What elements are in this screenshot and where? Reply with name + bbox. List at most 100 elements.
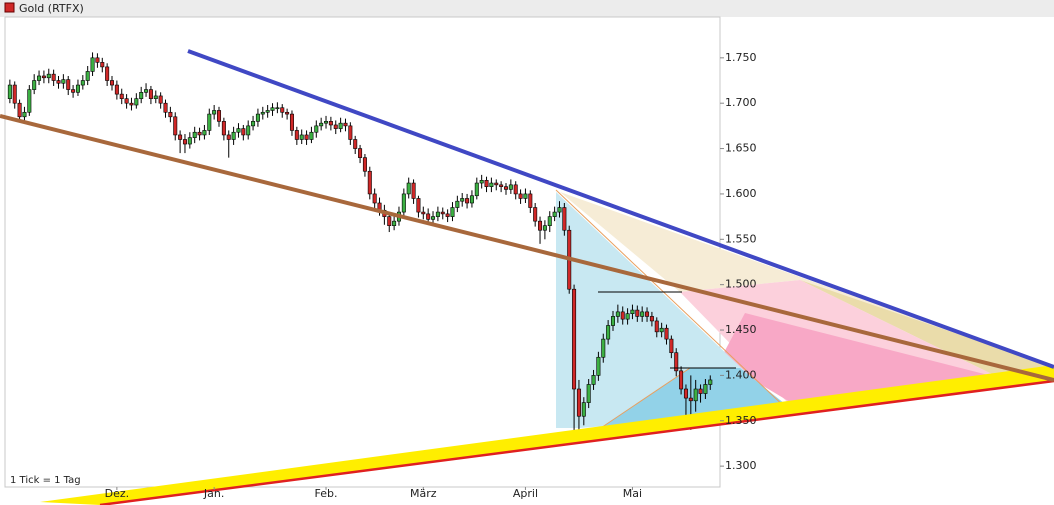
candle-body <box>358 148 363 158</box>
candle-body <box>649 316 654 322</box>
candle-body <box>139 92 144 99</box>
candle-body <box>635 309 640 317</box>
x-tick-label: Dez. <box>105 487 130 500</box>
candle-body <box>591 375 596 385</box>
candle-body <box>703 384 708 394</box>
candle-body <box>338 122 343 129</box>
candle-body <box>392 220 397 226</box>
candle-body <box>212 110 217 115</box>
candle-body <box>499 184 504 187</box>
candle-body <box>343 122 348 127</box>
candle-body <box>372 193 377 204</box>
y-tick-label: 1.650 <box>725 142 757 155</box>
candle-body <box>440 211 445 215</box>
candle-body <box>401 193 406 213</box>
trend-line-blue <box>187 49 1054 369</box>
candle-body <box>367 170 372 195</box>
candle-body <box>90 57 95 72</box>
axes: 1.300 1.350 1.400 1.450 1.500 1.550 1.600 1.650… <box>105 51 757 500</box>
candle-body <box>669 338 674 354</box>
tick-note: 1 Tick = 1 Tag <box>10 475 81 486</box>
candle-body <box>450 207 455 217</box>
candle-body <box>46 73 51 79</box>
drawings <box>0 49 1054 505</box>
candle-body <box>197 131 202 136</box>
candle-body <box>679 370 684 390</box>
candle-body <box>275 107 280 110</box>
candle-body <box>314 125 319 133</box>
candle-body <box>542 225 547 231</box>
candle-body <box>22 111 27 118</box>
candle-body <box>576 388 581 417</box>
candle-body <box>503 186 508 190</box>
candle-body <box>182 139 187 145</box>
candle-body <box>173 116 178 136</box>
candle-body <box>37 75 42 81</box>
candle-body <box>100 62 105 68</box>
candle-body <box>547 216 552 226</box>
candle-body <box>129 102 134 106</box>
candle-body <box>557 207 562 213</box>
y-tick-label: 1.700 <box>725 96 757 109</box>
candle-body <box>251 121 256 127</box>
candle-body <box>17 102 22 118</box>
candle-body <box>562 207 567 231</box>
candle-body <box>12 84 17 104</box>
candle-body <box>148 89 153 99</box>
shade-tan <box>800 280 1054 378</box>
candle-body <box>523 193 528 199</box>
candle-body <box>615 311 620 317</box>
candle-body <box>163 102 168 113</box>
candle-body <box>260 111 265 115</box>
candle-body <box>144 89 149 93</box>
candle-body <box>620 311 625 320</box>
candle-body <box>153 95 158 99</box>
candle-body <box>105 66 110 81</box>
support-band <box>40 365 1054 505</box>
candle-body <box>158 95 163 104</box>
candle-body <box>265 110 270 113</box>
candle-body <box>241 128 246 136</box>
candle-body <box>518 193 523 199</box>
candle-body <box>484 180 489 187</box>
candle-body <box>221 121 226 136</box>
candle-body <box>231 131 236 140</box>
trend-line-brown <box>0 114 1054 382</box>
candle-body <box>192 131 197 138</box>
candle-body <box>333 124 338 129</box>
candle-body <box>698 388 703 394</box>
candle-body <box>246 125 251 136</box>
candle-body <box>202 130 207 136</box>
candle-body <box>27 89 32 113</box>
candle-body <box>674 352 679 372</box>
candle-body <box>416 198 421 213</box>
candle-body <box>601 338 606 358</box>
candle-body <box>479 180 484 184</box>
x-tick-label: April <box>513 487 538 500</box>
candle-body <box>304 134 309 140</box>
candle-body <box>683 388 688 399</box>
candle-body <box>289 113 294 131</box>
x-tick-label: Feb. <box>315 487 338 500</box>
candle-body <box>217 110 222 122</box>
candle-body <box>455 200 460 208</box>
candle-body <box>387 216 392 226</box>
candle-body <box>426 213 431 220</box>
candle-body <box>32 80 37 90</box>
candle-body <box>659 327 664 333</box>
candle-body <box>552 211 557 217</box>
y-tick-label: 1.500 <box>725 278 757 291</box>
candle-body <box>226 134 231 140</box>
candle-body <box>664 327 669 340</box>
candle-body <box>533 207 538 222</box>
candle-body <box>71 89 76 93</box>
candle-body <box>168 111 173 118</box>
candle-body <box>61 79 66 84</box>
candle-body <box>406 182 411 195</box>
candle-body <box>654 320 659 333</box>
candle-body <box>207 113 212 131</box>
candle-body <box>309 131 314 140</box>
candle-body <box>411 182 416 199</box>
candle-body <box>362 157 367 172</box>
